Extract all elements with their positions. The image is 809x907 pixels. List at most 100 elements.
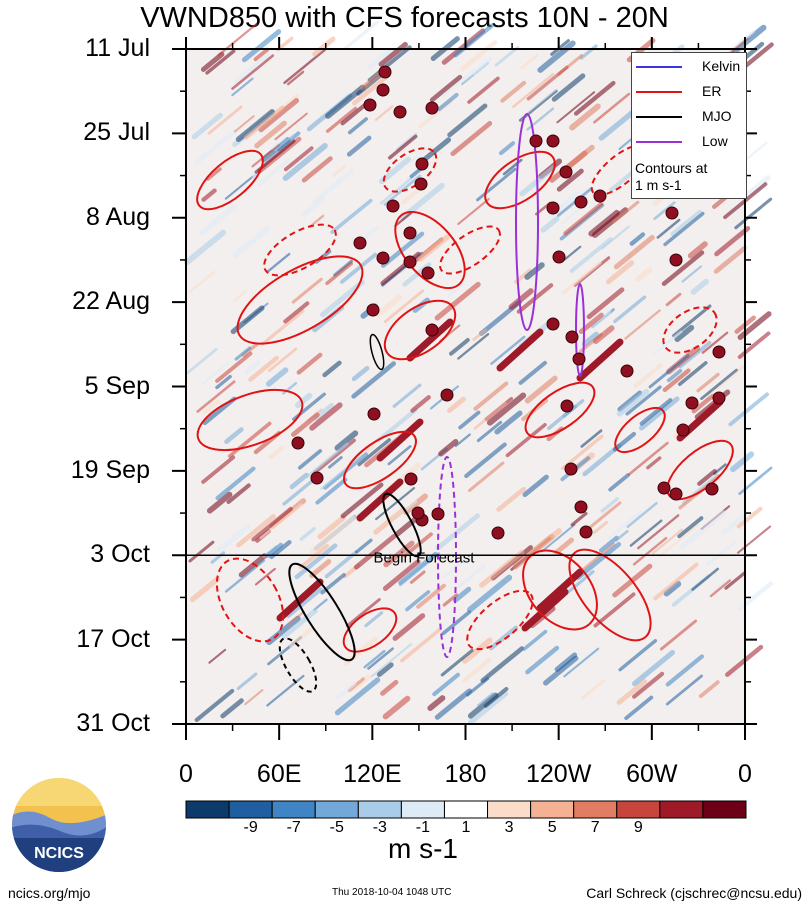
anomaly-streak [241, 342, 259, 357]
anomaly-streak [265, 367, 289, 387]
colorbar-tick-label: -9 [243, 819, 258, 836]
anomaly-streak [215, 374, 232, 390]
storm-marker [559, 165, 573, 179]
low-contour [515, 113, 539, 331]
legend-note-line: Contours at [635, 160, 708, 176]
storm-marker [685, 396, 699, 410]
anomaly-streak [512, 73, 555, 109]
anomaly-streak [308, 214, 325, 228]
anomaly-streak [234, 115, 255, 133]
storm-marker [712, 391, 726, 405]
anomaly-streak [251, 143, 280, 168]
anomaly-streak [200, 51, 225, 72]
anomaly-streak [405, 590, 431, 612]
anomaly-streak [202, 396, 237, 426]
anomaly-streak [700, 368, 738, 400]
anomaly-streak [215, 466, 256, 501]
storm-marker [404, 472, 418, 486]
colorbar-swatch [573, 800, 618, 819]
anomaly-streak [678, 340, 712, 369]
anomaly-streak [224, 427, 244, 444]
anomaly-streak [254, 567, 276, 586]
anomaly-streak [312, 168, 355, 204]
storm-marker [676, 423, 690, 437]
anomaly-streak [598, 535, 619, 553]
anomaly-streak [629, 232, 646, 246]
storm-marker [564, 462, 578, 476]
footer-url[interactable]: ncics.org/mjo [8, 885, 91, 901]
anomaly-streak [540, 523, 576, 553]
storm-marker [353, 236, 367, 250]
anomaly-streak [305, 442, 349, 479]
anomaly-streak [608, 473, 630, 492]
anomaly-streak [254, 120, 287, 149]
anomaly-streak [257, 158, 291, 187]
anomaly-streak [370, 643, 413, 678]
mjo-contour [278, 637, 318, 693]
anomaly-streak [668, 330, 683, 343]
er-contour [466, 589, 534, 651]
storm-marker [366, 303, 380, 317]
anomaly-streak [679, 510, 727, 550]
y-tick-label: 3 Oct [90, 540, 150, 569]
colorbar-tick-label: 7 [590, 819, 600, 836]
anomaly-streak [215, 351, 253, 383]
storm-marker [546, 134, 560, 148]
anomaly-streak [687, 241, 708, 259]
anomaly-streak [613, 295, 647, 324]
anomaly-streak [498, 141, 516, 156]
anomaly-streak [437, 92, 459, 112]
anomaly-streak [282, 381, 298, 395]
anomaly-streak [560, 208, 581, 225]
storm-marker [546, 201, 560, 215]
anomaly-streak [283, 301, 310, 324]
anomaly-streak [367, 647, 394, 670]
storm-marker [565, 330, 579, 344]
anomaly-streak [460, 39, 498, 72]
anomaly-streak [266, 615, 301, 645]
x-tick-label: 120W [526, 760, 592, 788]
anomaly-streak [728, 392, 770, 427]
anomaly-streak [447, 396, 466, 413]
anomaly-streak [457, 332, 490, 360]
storm-marker [529, 134, 543, 148]
y-tick-label: 11 Jul [85, 34, 150, 62]
storm-marker [669, 253, 683, 267]
anomaly-streak [488, 625, 519, 651]
anomaly-streak [631, 650, 675, 687]
storm-marker [403, 226, 417, 240]
low-contour [575, 283, 585, 377]
anomaly-streak [518, 360, 547, 385]
anomaly-streak [464, 442, 507, 479]
anomaly-streak [339, 252, 378, 284]
anomaly-streak [691, 567, 720, 591]
anomaly-streak [346, 135, 372, 157]
colorbar-tick-label: 1 [461, 819, 471, 836]
anomaly-streak [665, 674, 703, 706]
anomaly-streak [527, 528, 562, 557]
anomaly-streak [565, 570, 595, 595]
anomaly-streak [290, 412, 320, 437]
anomaly-streak [325, 106, 358, 133]
anomaly-streak [201, 360, 231, 386]
anomaly-streak [406, 318, 454, 362]
anomaly-streak [273, 134, 295, 152]
anomaly-streak [556, 168, 584, 192]
anomaly-streak [343, 20, 380, 51]
anomaly-streak [375, 294, 403, 318]
colorbar-swatch [400, 800, 445, 819]
anomaly-streak [203, 399, 220, 414]
anomaly-streak [724, 30, 755, 56]
storm-marker [620, 364, 634, 378]
anomaly-streak [357, 438, 391, 467]
anomaly-streak [189, 576, 221, 603]
legend-line [636, 91, 682, 93]
anomaly-streak [270, 136, 286, 151]
anomaly-streak [632, 536, 668, 566]
anomaly-streak [581, 331, 599, 347]
anomaly-streak [299, 526, 316, 541]
anomaly-streak [461, 637, 493, 664]
anomaly-streak [632, 671, 665, 699]
colorbar-swatch [185, 800, 230, 819]
anomaly-streak [443, 551, 476, 578]
